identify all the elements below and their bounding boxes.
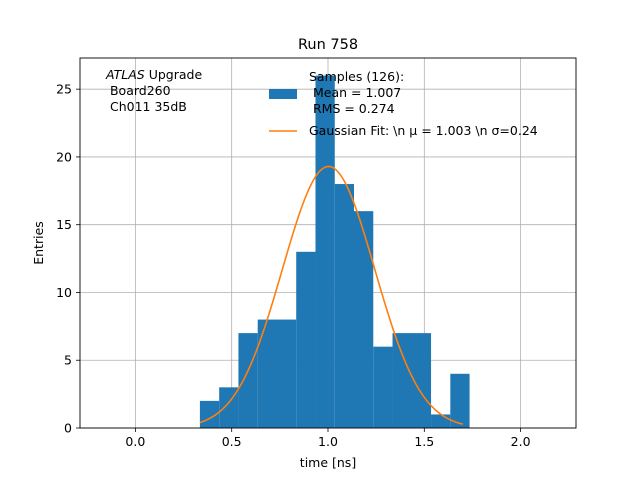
- x-tick-label: 2.0: [511, 434, 531, 449]
- atlas-annotation: ATLAS Upgrade Board260 Ch011 35dB: [105, 67, 202, 114]
- annotation-atlas-word: ATLAS: [105, 67, 145, 82]
- gaussian-fit: [199, 165, 464, 425]
- x-tick-label: 1.5: [414, 434, 434, 449]
- x-axis-ticks: 0.0 0.5 1.0 1.5 2.0: [125, 428, 531, 449]
- x-tick-label: 1.0: [318, 434, 338, 449]
- y-tick-label: 25: [56, 82, 72, 97]
- histogram-bar-7: [334, 184, 355, 428]
- histogram-bar-12: [450, 373, 470, 428]
- x-tick-label: 0.5: [222, 434, 242, 449]
- annotation-channel: Ch011 35dB: [106, 99, 187, 114]
- legend-samples-line-1: Samples (126):: [309, 69, 404, 84]
- annotation-board: Board260: [106, 83, 171, 98]
- y-tick-label: 20: [56, 149, 72, 164]
- x-axis-label: time [ns]: [300, 455, 356, 470]
- y-axis-ticks: 0 5 10 15 20 25: [56, 82, 80, 436]
- y-tick-label: 0: [64, 421, 72, 436]
- x-tick-label: 0.0: [125, 434, 145, 449]
- chart-title: Run 758: [298, 37, 358, 53]
- histogram-bar-9: [373, 346, 393, 428]
- annotation-upgrade-word: Upgrade: [145, 67, 203, 82]
- y-tick-label: 5: [64, 353, 72, 368]
- histogram-bar-4: [257, 319, 297, 428]
- histogram-bar-6: [315, 75, 335, 428]
- legend-samples-line-2: Mean = 1.007: [309, 85, 401, 100]
- y-tick-label: 15: [56, 217, 72, 232]
- histogram-bars: [199, 75, 470, 428]
- y-axis-label: Entries: [31, 221, 46, 265]
- legend: Samples (126): Mean = 1.007 RMS = 0.274 …: [269, 69, 538, 138]
- histogram-bar-8: [354, 211, 374, 428]
- histogram-bar-10: [392, 333, 432, 428]
- legend-samples-patch: [269, 89, 297, 99]
- legend-samples-line-3: RMS = 0.274: [309, 101, 395, 116]
- y-tick-label: 10: [56, 285, 72, 300]
- histogram-bar-3: [238, 333, 258, 428]
- histogram-bar-11: [431, 414, 451, 428]
- gaussian-fit-curve: [199, 165, 464, 425]
- histogram-bar-5: [296, 251, 316, 428]
- svg-text:ATLAS Upgrade: ATLAS Upgrade: [105, 67, 202, 82]
- legend-fit-label: Gaussian Fit: \n μ = 1.003 \n σ=0.24: [309, 123, 538, 138]
